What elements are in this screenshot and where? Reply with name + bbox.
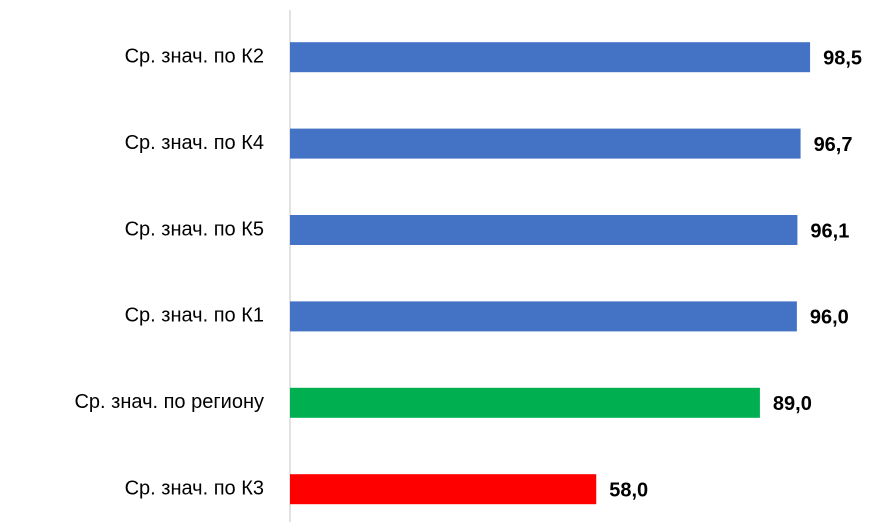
- y-tick-label: Ср. знач. по К1: [125, 305, 264, 327]
- y-tick-label: Ср. знач. по региону: [74, 391, 264, 413]
- value-label: 98,5: [823, 47, 862, 69]
- bar: [290, 215, 798, 245]
- bar: [290, 42, 811, 73]
- value-label: 96,7: [814, 134, 853, 156]
- y-tick-label: Ср. знач. по К5: [125, 218, 264, 240]
- bar: [290, 387, 760, 418]
- value-label: 96,1: [810, 220, 849, 242]
- y-tick-label: Ср. знач. по К2: [125, 45, 264, 67]
- y-tick-label: Ср. знач. по К4: [125, 132, 264, 154]
- bar: [290, 474, 597, 505]
- bar: [290, 128, 801, 159]
- value-label: 58,0: [609, 479, 648, 501]
- value-label: 89,0: [773, 393, 812, 415]
- bar: [290, 301, 797, 332]
- y-tick-label: Ср. знач. по К3: [125, 477, 264, 499]
- value-label: 96,0: [810, 307, 849, 329]
